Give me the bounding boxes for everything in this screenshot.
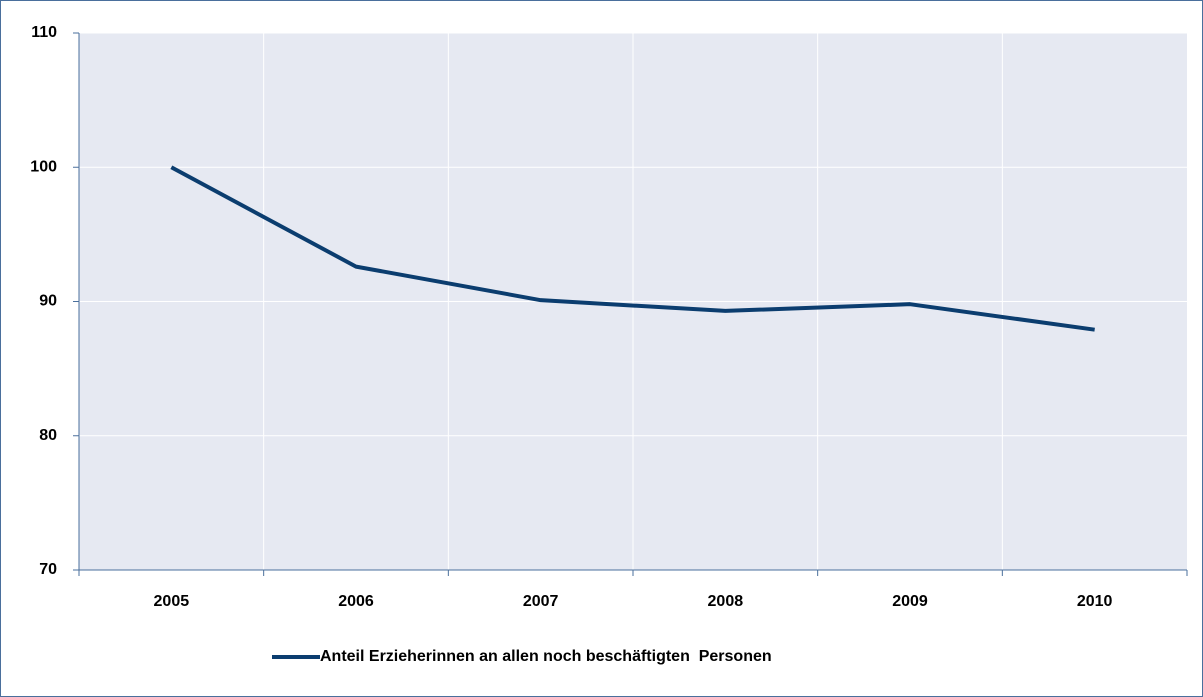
x-tick-label: 2009: [892, 593, 928, 610]
y-tick-label: 90: [39, 293, 57, 310]
y-tick-label: 110: [31, 24, 57, 41]
y-tick-label: 100: [30, 158, 57, 175]
x-tick-label: 2007: [523, 593, 559, 610]
x-tick-label: 2008: [708, 593, 744, 610]
y-tick-label: 80: [39, 427, 57, 444]
x-tick-label: 2005: [154, 593, 190, 610]
legend-label: Anteil Erzieherinnen an allen noch besch…: [320, 648, 772, 665]
x-tick-label: 2010: [1077, 593, 1113, 610]
line-series: [170, 165, 1095, 332]
y-tick-label: 70: [39, 561, 57, 578]
x-tick-label: 2006: [338, 593, 374, 610]
